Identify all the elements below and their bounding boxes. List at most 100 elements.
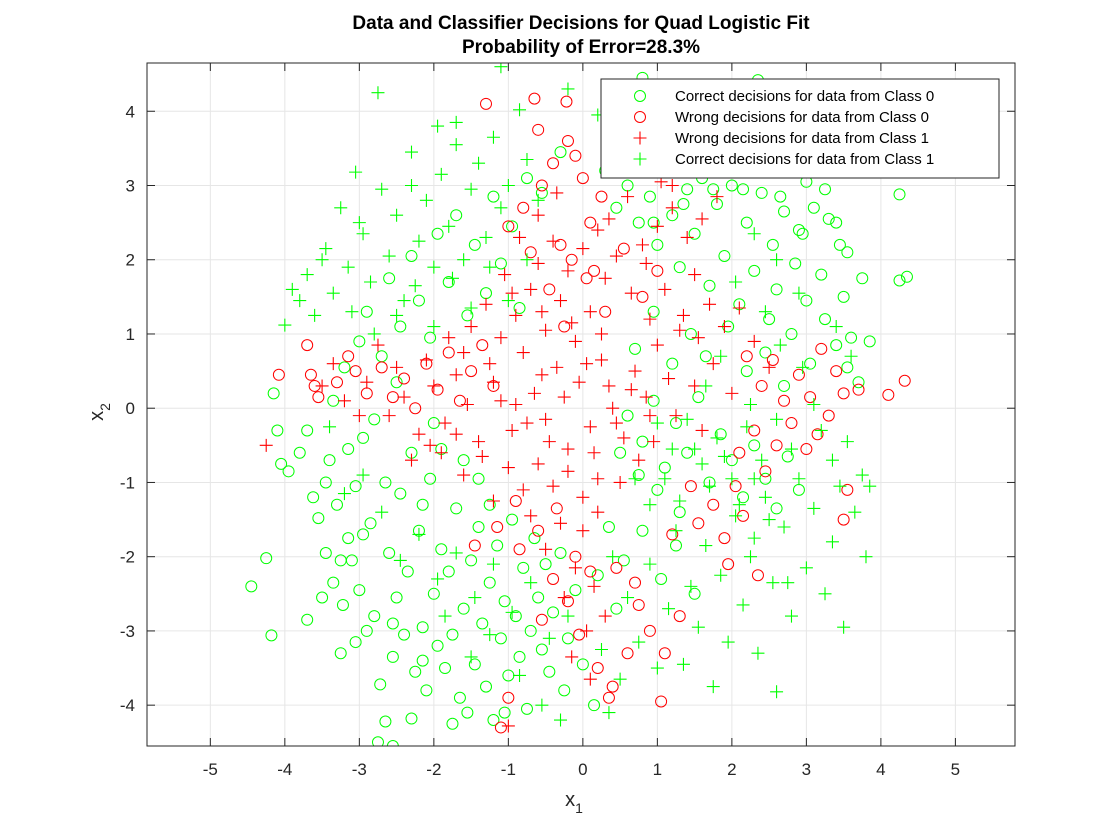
correct-class0-point [334, 554, 347, 567]
wrong-class0-point [643, 624, 656, 637]
legend-entry-correct-class1: Correct decisions for data from Class 1 [675, 151, 934, 168]
correct-class0-point [547, 606, 560, 619]
correct-class0-point [737, 183, 750, 196]
correct-class0-point [830, 216, 843, 229]
correct-class0-point [353, 335, 366, 348]
wrong-class0-point [822, 409, 835, 422]
wrong-class0-point [610, 561, 623, 574]
correct-class0-point [688, 227, 701, 240]
correct-class0-point [390, 591, 403, 604]
wrong-class1-point [475, 449, 489, 463]
wrong-class0-point [898, 374, 911, 387]
correct-class0-point [558, 684, 571, 697]
correct-class0-point [265, 629, 278, 642]
wrong-class1-point [498, 268, 512, 282]
correct-class1-point [814, 423, 828, 437]
correct-class0-point [416, 654, 429, 667]
correct-class0-point [271, 424, 284, 437]
wrong-class1-point [535, 305, 549, 319]
correct-class1-point [323, 420, 337, 434]
wrong-class1-point [539, 323, 553, 337]
correct-class0-point [491, 539, 504, 552]
correct-class0-point [364, 517, 377, 530]
wrong-class1-point [688, 268, 702, 282]
wrong-class1-point [591, 223, 605, 237]
correct-class1-point [792, 286, 806, 300]
correct-class0-point [837, 290, 850, 303]
wrong-class0-point [465, 365, 478, 378]
correct-class0-point [759, 346, 772, 359]
correct-class1-point [613, 672, 627, 686]
correct-class1-point [520, 253, 534, 267]
plot-frame [146, 62, 1016, 747]
wrong-class0-point [342, 350, 355, 363]
correct-class0-point [323, 454, 336, 467]
correct-class1-point [494, 63, 508, 74]
wrong-class1-point [695, 423, 709, 437]
wrong-class0-point [550, 502, 563, 515]
correct-class1-point [308, 308, 322, 322]
wrong-class1-point [680, 230, 694, 244]
y-tick-label: -4 [120, 696, 135, 715]
wrong-class1-point [561, 464, 575, 478]
correct-class1-point [531, 193, 545, 207]
wrong-class1-point [624, 383, 638, 397]
correct-class0-point [293, 446, 306, 459]
wrong-class0-point [658, 647, 671, 660]
wrong-class1-point [717, 320, 731, 334]
wrong-class1-point [669, 409, 683, 423]
correct-class0-point [740, 365, 753, 378]
wrong-class1-point [524, 282, 538, 296]
wrong-class1-point [438, 416, 452, 430]
correct-class0-point [830, 339, 843, 352]
correct-class0-point [684, 327, 697, 340]
correct-class0-point [498, 595, 511, 608]
correct-class0-point [819, 183, 832, 196]
correct-class0-point [591, 569, 604, 582]
correct-class1-point [345, 305, 359, 319]
correct-class0-point [610, 201, 623, 214]
wrong-class1-point [561, 264, 575, 278]
wrong-class1-point [602, 379, 616, 393]
correct-class0-point [450, 209, 463, 222]
correct-class0-point [718, 250, 731, 263]
correct-class0-point [707, 183, 720, 196]
wrong-class1-point [703, 297, 717, 311]
chart-title: Data and Classifier Decisions for Quad L… [352, 13, 810, 34]
correct-class1-point [747, 472, 761, 486]
correct-class1-point [408, 279, 422, 293]
correct-class1-point [807, 501, 821, 515]
correct-class0-point [386, 617, 399, 630]
correct-class1-point [829, 320, 843, 334]
correct-class1-point [375, 505, 389, 519]
wrong-class1-point [594, 327, 608, 341]
wrong-class0-point [748, 424, 761, 437]
wrong-class0-point [561, 134, 574, 147]
correct-class0-point [468, 658, 481, 671]
wrong-class0-point [558, 320, 571, 333]
correct-class0-point [651, 483, 664, 496]
correct-class1-point [744, 398, 758, 411]
correct-class1-point [606, 550, 620, 564]
correct-class0-point [336, 598, 349, 611]
correct-class1-point [431, 572, 445, 586]
correct-class1-point [688, 442, 702, 456]
wrong-class0-point [599, 305, 612, 318]
wrong-class1-point [423, 438, 437, 452]
correct-class0-point [647, 305, 660, 318]
wrong-class1-point [583, 305, 597, 319]
wrong-class0-point [494, 721, 507, 734]
wrong-class0-point [580, 272, 593, 285]
wrong-class0-point [569, 149, 582, 162]
wrong-class1-point [509, 398, 523, 411]
correct-class1-point [762, 513, 776, 527]
wrong-class1-point [557, 390, 571, 404]
correct-class1-point [784, 442, 798, 456]
correct-class1-point [729, 509, 743, 523]
correct-class0-point [461, 309, 474, 322]
correct-class0-point [800, 294, 813, 307]
correct-class1-point [725, 472, 739, 486]
correct-class1-point [770, 685, 784, 699]
correct-class1-point [740, 420, 754, 434]
correct-class0-point [349, 480, 362, 493]
